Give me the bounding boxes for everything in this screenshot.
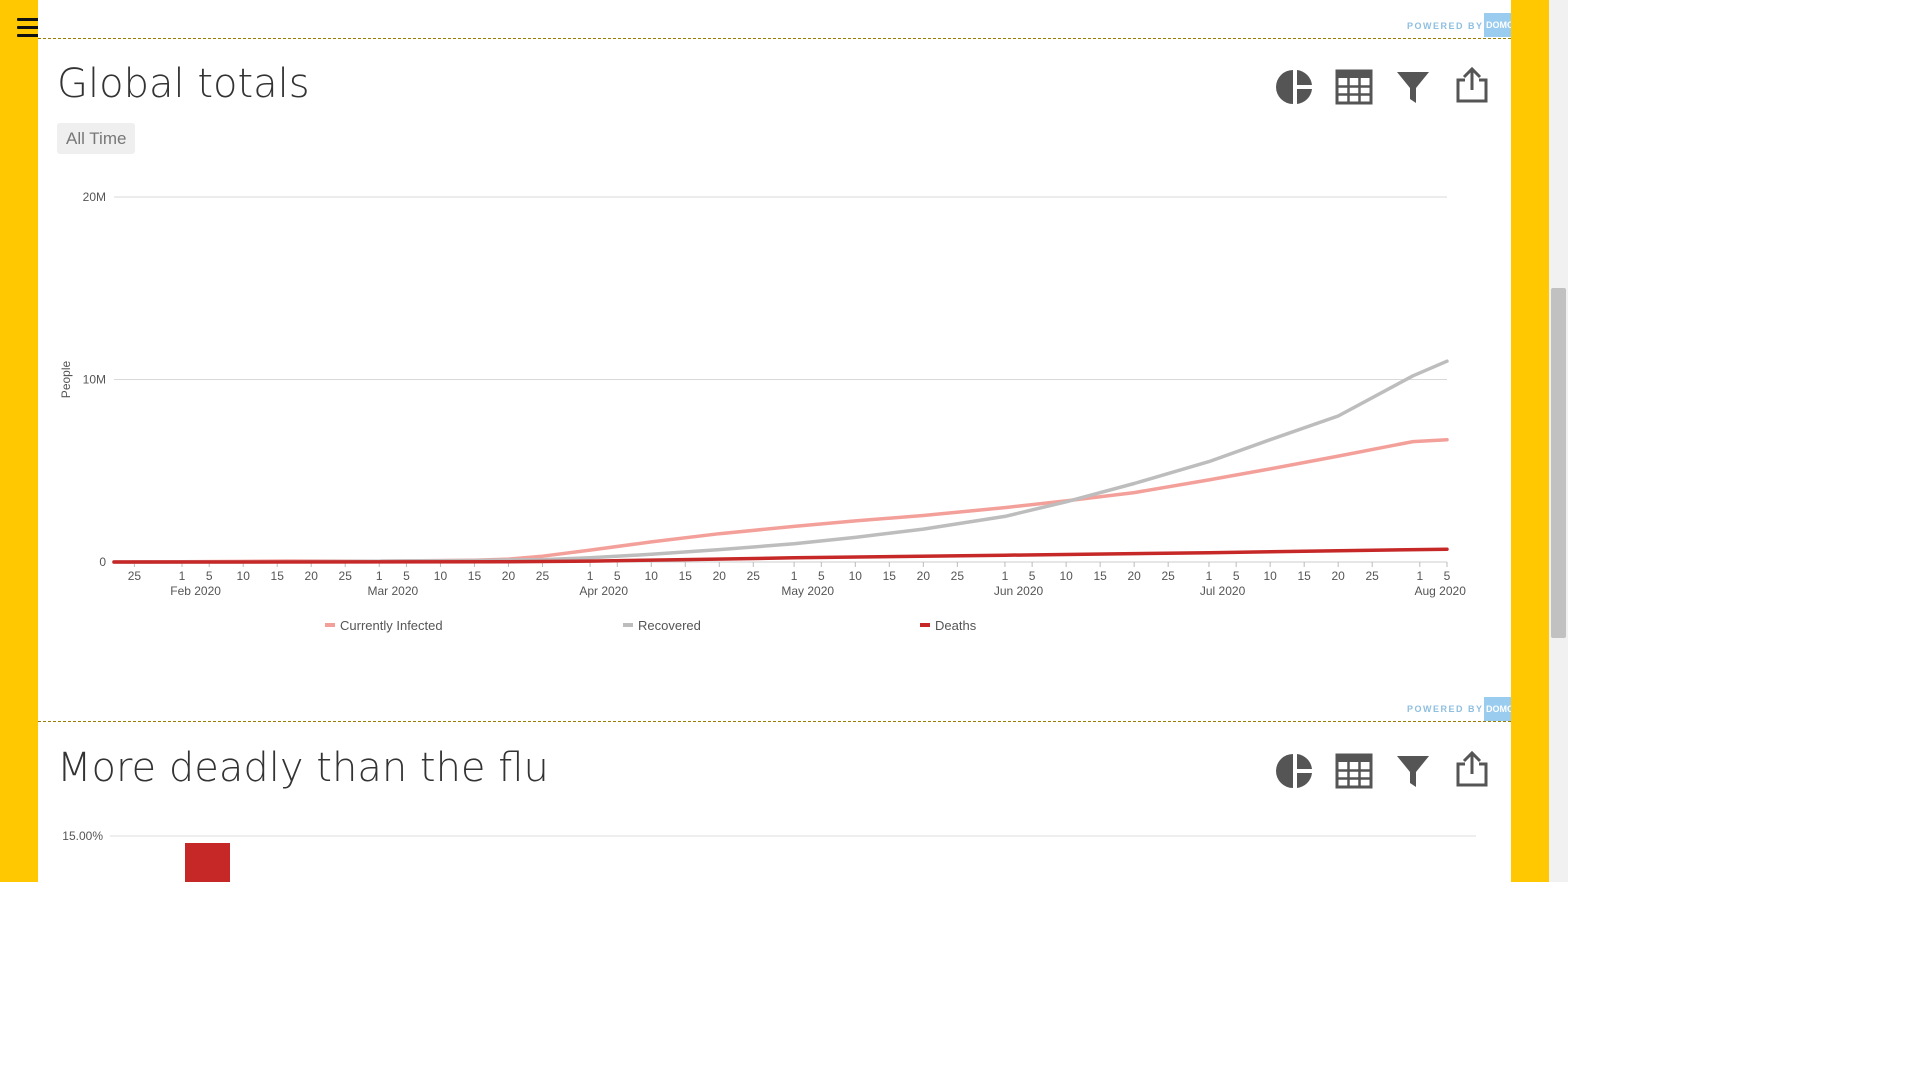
bar bbox=[185, 843, 230, 882]
x-tick-label: 20 bbox=[502, 569, 516, 583]
x-month-label: Apr 2020 bbox=[579, 584, 628, 598]
x-tick-label: 25 bbox=[1161, 569, 1175, 583]
x-tick-label: 5 bbox=[1444, 569, 1451, 583]
legend-label: Deaths bbox=[935, 618, 977, 633]
card-divider bbox=[38, 38, 1511, 39]
table-icon[interactable] bbox=[1335, 752, 1373, 790]
x-tick-label: 5 bbox=[1233, 569, 1240, 583]
x-month-label: Jun 2020 bbox=[994, 584, 1044, 598]
powered-by-label: POWERED BY bbox=[1407, 704, 1484, 714]
share-icon[interactable] bbox=[1453, 750, 1491, 788]
x-tick-label: 15 bbox=[883, 569, 897, 583]
y-tick-label: 10M bbox=[83, 373, 106, 387]
y-tick-label: 20M bbox=[83, 190, 106, 204]
x-month-label: Aug 2020 bbox=[1415, 584, 1467, 598]
filter-icon[interactable] bbox=[1394, 68, 1432, 106]
legend-label: Recovered bbox=[638, 618, 701, 633]
scrollbar-thumb[interactable] bbox=[1551, 288, 1566, 638]
pie-chart-icon[interactable] bbox=[1276, 68, 1314, 106]
x-tick-label: 15 bbox=[1093, 569, 1107, 583]
x-tick-label: 10 bbox=[645, 569, 659, 583]
x-tick-label: 15 bbox=[1297, 569, 1311, 583]
x-tick-label: 20 bbox=[1127, 569, 1141, 583]
x-tick-label: 25 bbox=[1366, 569, 1380, 583]
x-tick-label: 1 bbox=[791, 569, 798, 583]
card-title: Global totals bbox=[57, 61, 310, 107]
right-frame bbox=[1511, 0, 1549, 882]
x-tick-label: 1 bbox=[1416, 569, 1423, 583]
x-tick-label: 10 bbox=[1263, 569, 1277, 583]
x-tick-label: 1 bbox=[1206, 569, 1213, 583]
x-tick-label: 15 bbox=[271, 569, 285, 583]
main-content: POWERED BY DOMO Global totals All Time 0… bbox=[38, 0, 1511, 882]
left-frame bbox=[0, 0, 38, 882]
x-tick-label: 20 bbox=[305, 569, 319, 583]
x-month-label: Feb 2020 bbox=[170, 584, 221, 598]
share-icon[interactable] bbox=[1453, 66, 1491, 104]
x-tick-label: 5 bbox=[1029, 569, 1036, 583]
legend-label: Currently Infected bbox=[340, 618, 443, 633]
x-tick-label: 1 bbox=[179, 569, 186, 583]
x-month-label: Mar 2020 bbox=[367, 584, 418, 598]
x-tick-label: 1 bbox=[1002, 569, 1009, 583]
powered-by-label: POWERED BY bbox=[1407, 21, 1484, 31]
x-tick-label: 20 bbox=[1332, 569, 1346, 583]
x-tick-label: 1 bbox=[587, 569, 594, 583]
x-tick-label: 10 bbox=[237, 569, 251, 583]
card-divider bbox=[38, 721, 1511, 722]
x-tick-label: 25 bbox=[128, 569, 142, 583]
x-tick-label: 20 bbox=[713, 569, 727, 583]
x-tick-label: 10 bbox=[1059, 569, 1073, 583]
x-tick-label: 20 bbox=[917, 569, 931, 583]
legend-swatch bbox=[623, 623, 633, 627]
x-tick-label: 10 bbox=[849, 569, 863, 583]
x-tick-label: 5 bbox=[206, 569, 213, 583]
legend-swatch bbox=[920, 623, 930, 627]
x-tick-label: 25 bbox=[536, 569, 550, 583]
x-tick-label: 25 bbox=[747, 569, 761, 583]
legend-swatch bbox=[325, 623, 335, 627]
filter-icon[interactable] bbox=[1394, 752, 1432, 790]
x-tick-label: 10 bbox=[434, 569, 448, 583]
pie-chart-icon[interactable] bbox=[1276, 752, 1314, 790]
x-tick-label: 25 bbox=[339, 569, 353, 583]
series-line bbox=[112, 359, 1449, 564]
x-tick-label: 5 bbox=[614, 569, 621, 583]
y-axis-title: People bbox=[59, 360, 73, 398]
x-month-label: May 2020 bbox=[781, 584, 834, 598]
domo-logo: DOMO bbox=[1484, 13, 1511, 37]
table-icon[interactable] bbox=[1335, 68, 1373, 106]
x-tick-label: 1 bbox=[376, 569, 383, 583]
hamburger-menu-icon[interactable] bbox=[17, 18, 39, 38]
x-tick-label: 15 bbox=[468, 569, 482, 583]
date-filter-chip[interactable]: All Time bbox=[57, 123, 136, 154]
y-tick-label: 0 bbox=[99, 555, 106, 569]
x-month-label: Jul 2020 bbox=[1200, 584, 1246, 598]
x-tick-label: 5 bbox=[818, 569, 825, 583]
x-tick-label: 5 bbox=[403, 569, 410, 583]
card-title: More deadly than the flu bbox=[57, 745, 549, 791]
series-line bbox=[112, 547, 1449, 564]
domo-logo: DOMO bbox=[1484, 697, 1511, 721]
x-tick-label: 15 bbox=[679, 569, 693, 583]
y-tick-label: 15.00% bbox=[62, 829, 103, 843]
deadly-flu-chart: 15.00% bbox=[62, 829, 1476, 882]
x-tick-label: 25 bbox=[951, 569, 965, 583]
